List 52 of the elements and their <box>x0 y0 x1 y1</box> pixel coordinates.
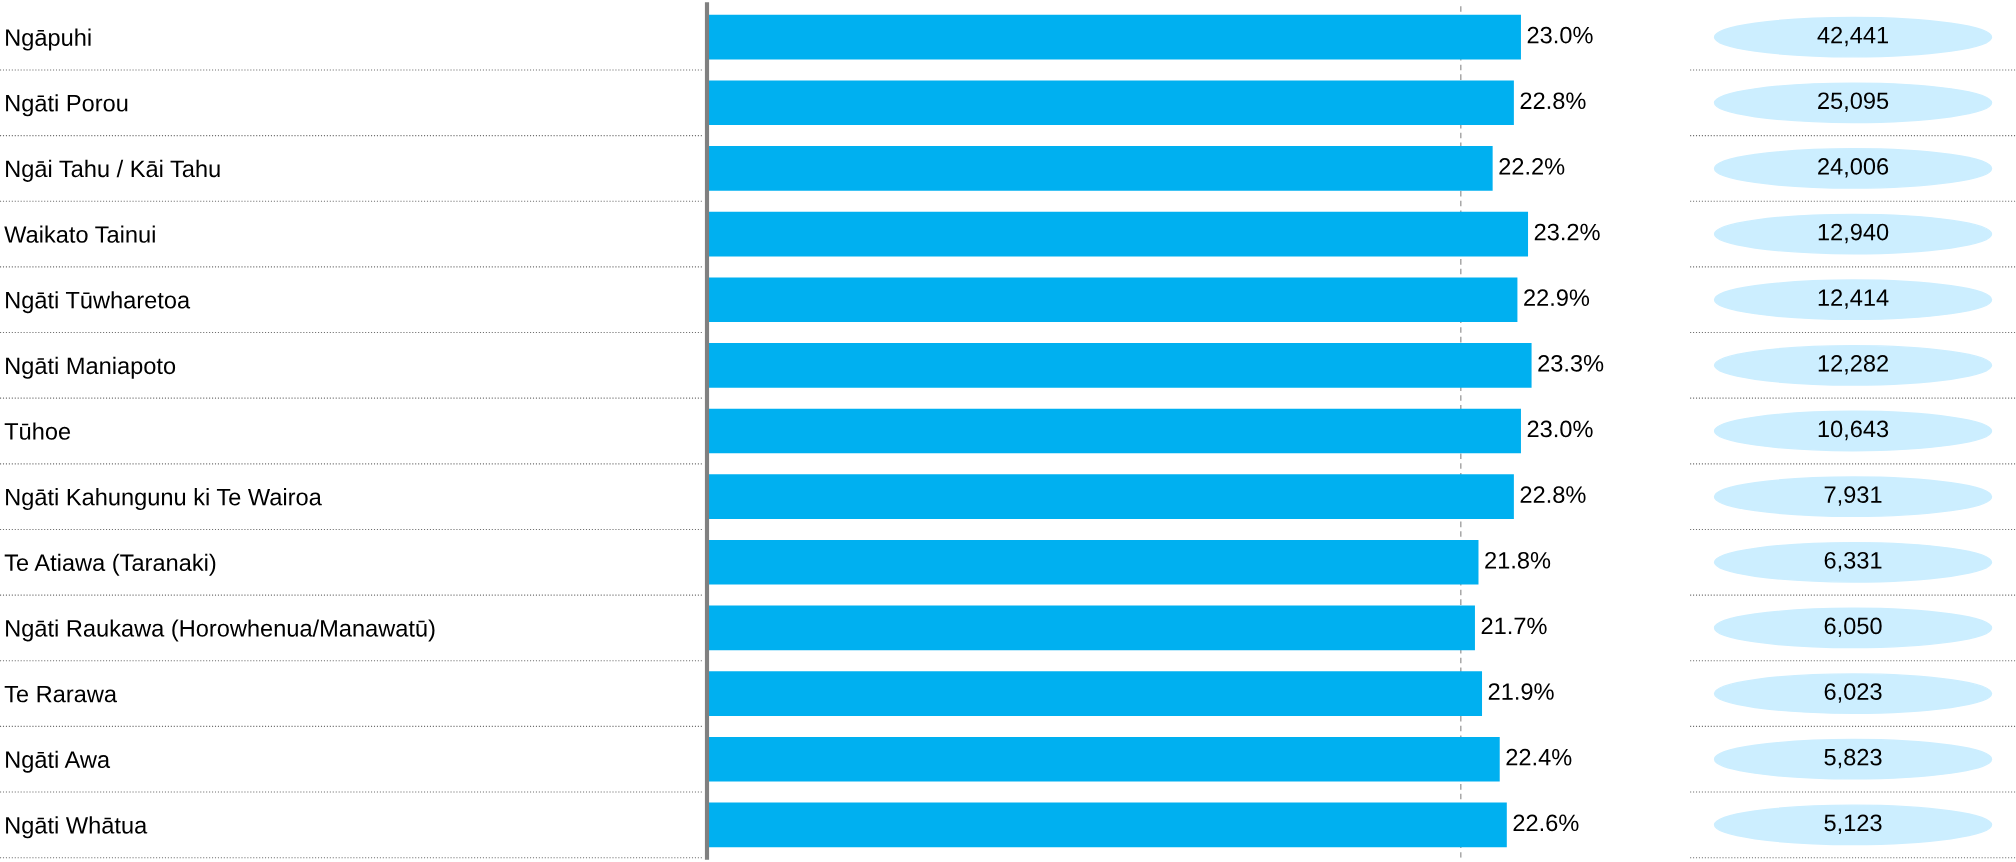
data-label: 22.2% <box>1499 158 1565 175</box>
data-label: 22.4% <box>1506 748 1572 766</box>
bar <box>707 14 1521 60</box>
text: 7,931 <box>1824 486 1882 506</box>
y-tick-label: Ngāpuhi <box>6 28 91 51</box>
y-tick-label: Ngāti Maniapoto <box>6 356 176 379</box>
data-label: 23.3% <box>1538 354 1604 372</box>
bar <box>707 736 1500 782</box>
data-label: 22.8% <box>1520 92 1586 110</box>
y-tick-label: Te Atiawa (Taranaki) <box>4 553 216 576</box>
y-tick-label: Waikato Tainui <box>4 225 155 243</box>
y-tick-label: Ngāti Kahungunu ki Te Wairoa <box>6 488 322 511</box>
text: 12,414 <box>1818 289 1889 309</box>
data-label: 23.0% <box>1527 420 1593 438</box>
text: 12,940 <box>1818 223 1889 244</box>
bar <box>707 408 1521 454</box>
data-label: 23.0% <box>1527 26 1593 44</box>
data-label: 21.9% <box>1488 683 1554 700</box>
y-tick-label: Ngāti Whātua <box>6 816 148 839</box>
text: 42,441 <box>1817 26 1888 47</box>
y-tick-label: Ngāi Tahu / Kāi Tahu <box>6 159 220 182</box>
bar <box>707 605 1475 651</box>
data-label: 22.9% <box>1524 289 1590 307</box>
y-tick-label: Ngāti Tūwharetoa <box>6 291 191 314</box>
data-label: 22.8% <box>1520 486 1586 503</box>
text: 6,331 <box>1824 551 1882 572</box>
bar <box>707 343 1532 388</box>
bar <box>707 802 1507 848</box>
bar <box>707 277 1518 323</box>
y-tick-label: Te Rarawa <box>4 685 118 703</box>
text: 6,050 <box>1824 617 1882 638</box>
data-label: 22.6% <box>1513 814 1579 832</box>
text: 12,282 <box>1818 354 1888 375</box>
text: 25,095 <box>1818 92 1889 112</box>
bar <box>707 671 1483 716</box>
bar <box>707 80 1514 126</box>
y-tick-label: Ngāti Raukawa (Horowhenua/Manawatū) <box>6 619 435 642</box>
data-label: 23.2% <box>1534 223 1600 241</box>
bar <box>707 474 1514 519</box>
bar <box>707 211 1529 257</box>
y-tick-label: Ngāti Awa <box>6 750 111 773</box>
data-label: 21.7% <box>1481 617 1547 635</box>
data-label: 21.8% <box>1485 551 1551 569</box>
bar <box>707 146 1493 191</box>
text: 5,823 <box>1824 748 1882 769</box>
bar <box>707 539 1479 585</box>
y-tick-label: Ngāti Porou <box>6 94 128 117</box>
text: 5,123 <box>1824 814 1882 834</box>
text: 24,006 <box>1818 158 1889 178</box>
text: 10,643 <box>1818 420 1889 441</box>
y-tick-label: Tūhoe <box>4 422 71 440</box>
text: 6,023 <box>1824 683 1882 703</box>
